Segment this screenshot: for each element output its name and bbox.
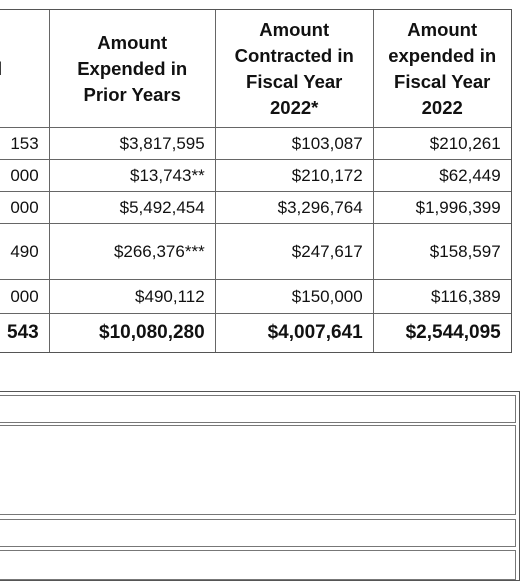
table-cell: $150,000: [215, 280, 374, 314]
header-expended-prior-years: Amount Expended in Prior Years: [49, 10, 216, 128]
table-cell: 000: [0, 160, 50, 192]
table-cell: $210,261: [373, 128, 511, 160]
table-cell: 153: [0, 128, 50, 160]
table-cell: $13,743**: [49, 160, 216, 192]
table-cell: $3,296,764: [215, 192, 374, 224]
table-cell: 000: [0, 280, 50, 314]
total-cell: $4,007,641: [216, 314, 374, 352]
header-contracted-fy2022: Amount Contracted in Fiscal Year 2022*: [215, 10, 374, 128]
table-row: 153 $3,817,595 $103,087 $210,261: [0, 128, 511, 160]
table-row: 490 $266,376*** $247,617 $158,597: [0, 224, 511, 280]
header-expended-fy2022: Amount expended in Fiscal Year 2022: [373, 10, 511, 128]
table-cell: $1,996,399: [373, 192, 511, 224]
total-cell: 543: [0, 314, 50, 352]
table-cell: $3,817,595: [49, 128, 216, 160]
empty-box-4: [0, 550, 516, 580]
total-cell: $2,544,095: [405, 322, 501, 343]
empty-box-1: [0, 395, 516, 423]
table-row: 000 $13,743** $210,172 $62,449: [0, 160, 511, 192]
total-row: 543 $10,080,280 $4,007,641 $2,544,095: [0, 314, 511, 352]
funding-table: l Amount Expended in Prior Years Amount …: [0, 9, 512, 353]
header-row: l Amount Expended in Prior Years Amount …: [0, 10, 511, 128]
table-cell: $247,617: [215, 224, 374, 280]
table-cell: $266,376***: [49, 224, 216, 280]
table-cell: $210,172: [215, 160, 374, 192]
table-row: 000 $490,112 $150,000 $116,389: [0, 280, 511, 314]
empty-box-3: [0, 519, 516, 547]
table-cell: 490: [0, 224, 50, 280]
empty-box-2: [0, 425, 516, 515]
table-cell: $62,449: [373, 160, 511, 192]
table-cell: $103,087: [215, 128, 374, 160]
table-cell: $5,492,454: [49, 192, 216, 224]
total-cell: $10,080,280: [50, 314, 216, 352]
table-cell: $116,389: [373, 280, 511, 314]
table-cell: $158,597: [373, 224, 511, 280]
header-cell-partial: l: [0, 10, 50, 128]
table-cell: $490,112: [49, 280, 216, 314]
table-cell: 000: [0, 192, 50, 224]
table-row: 000 $5,492,454 $3,296,764 $1,996,399: [0, 192, 511, 224]
